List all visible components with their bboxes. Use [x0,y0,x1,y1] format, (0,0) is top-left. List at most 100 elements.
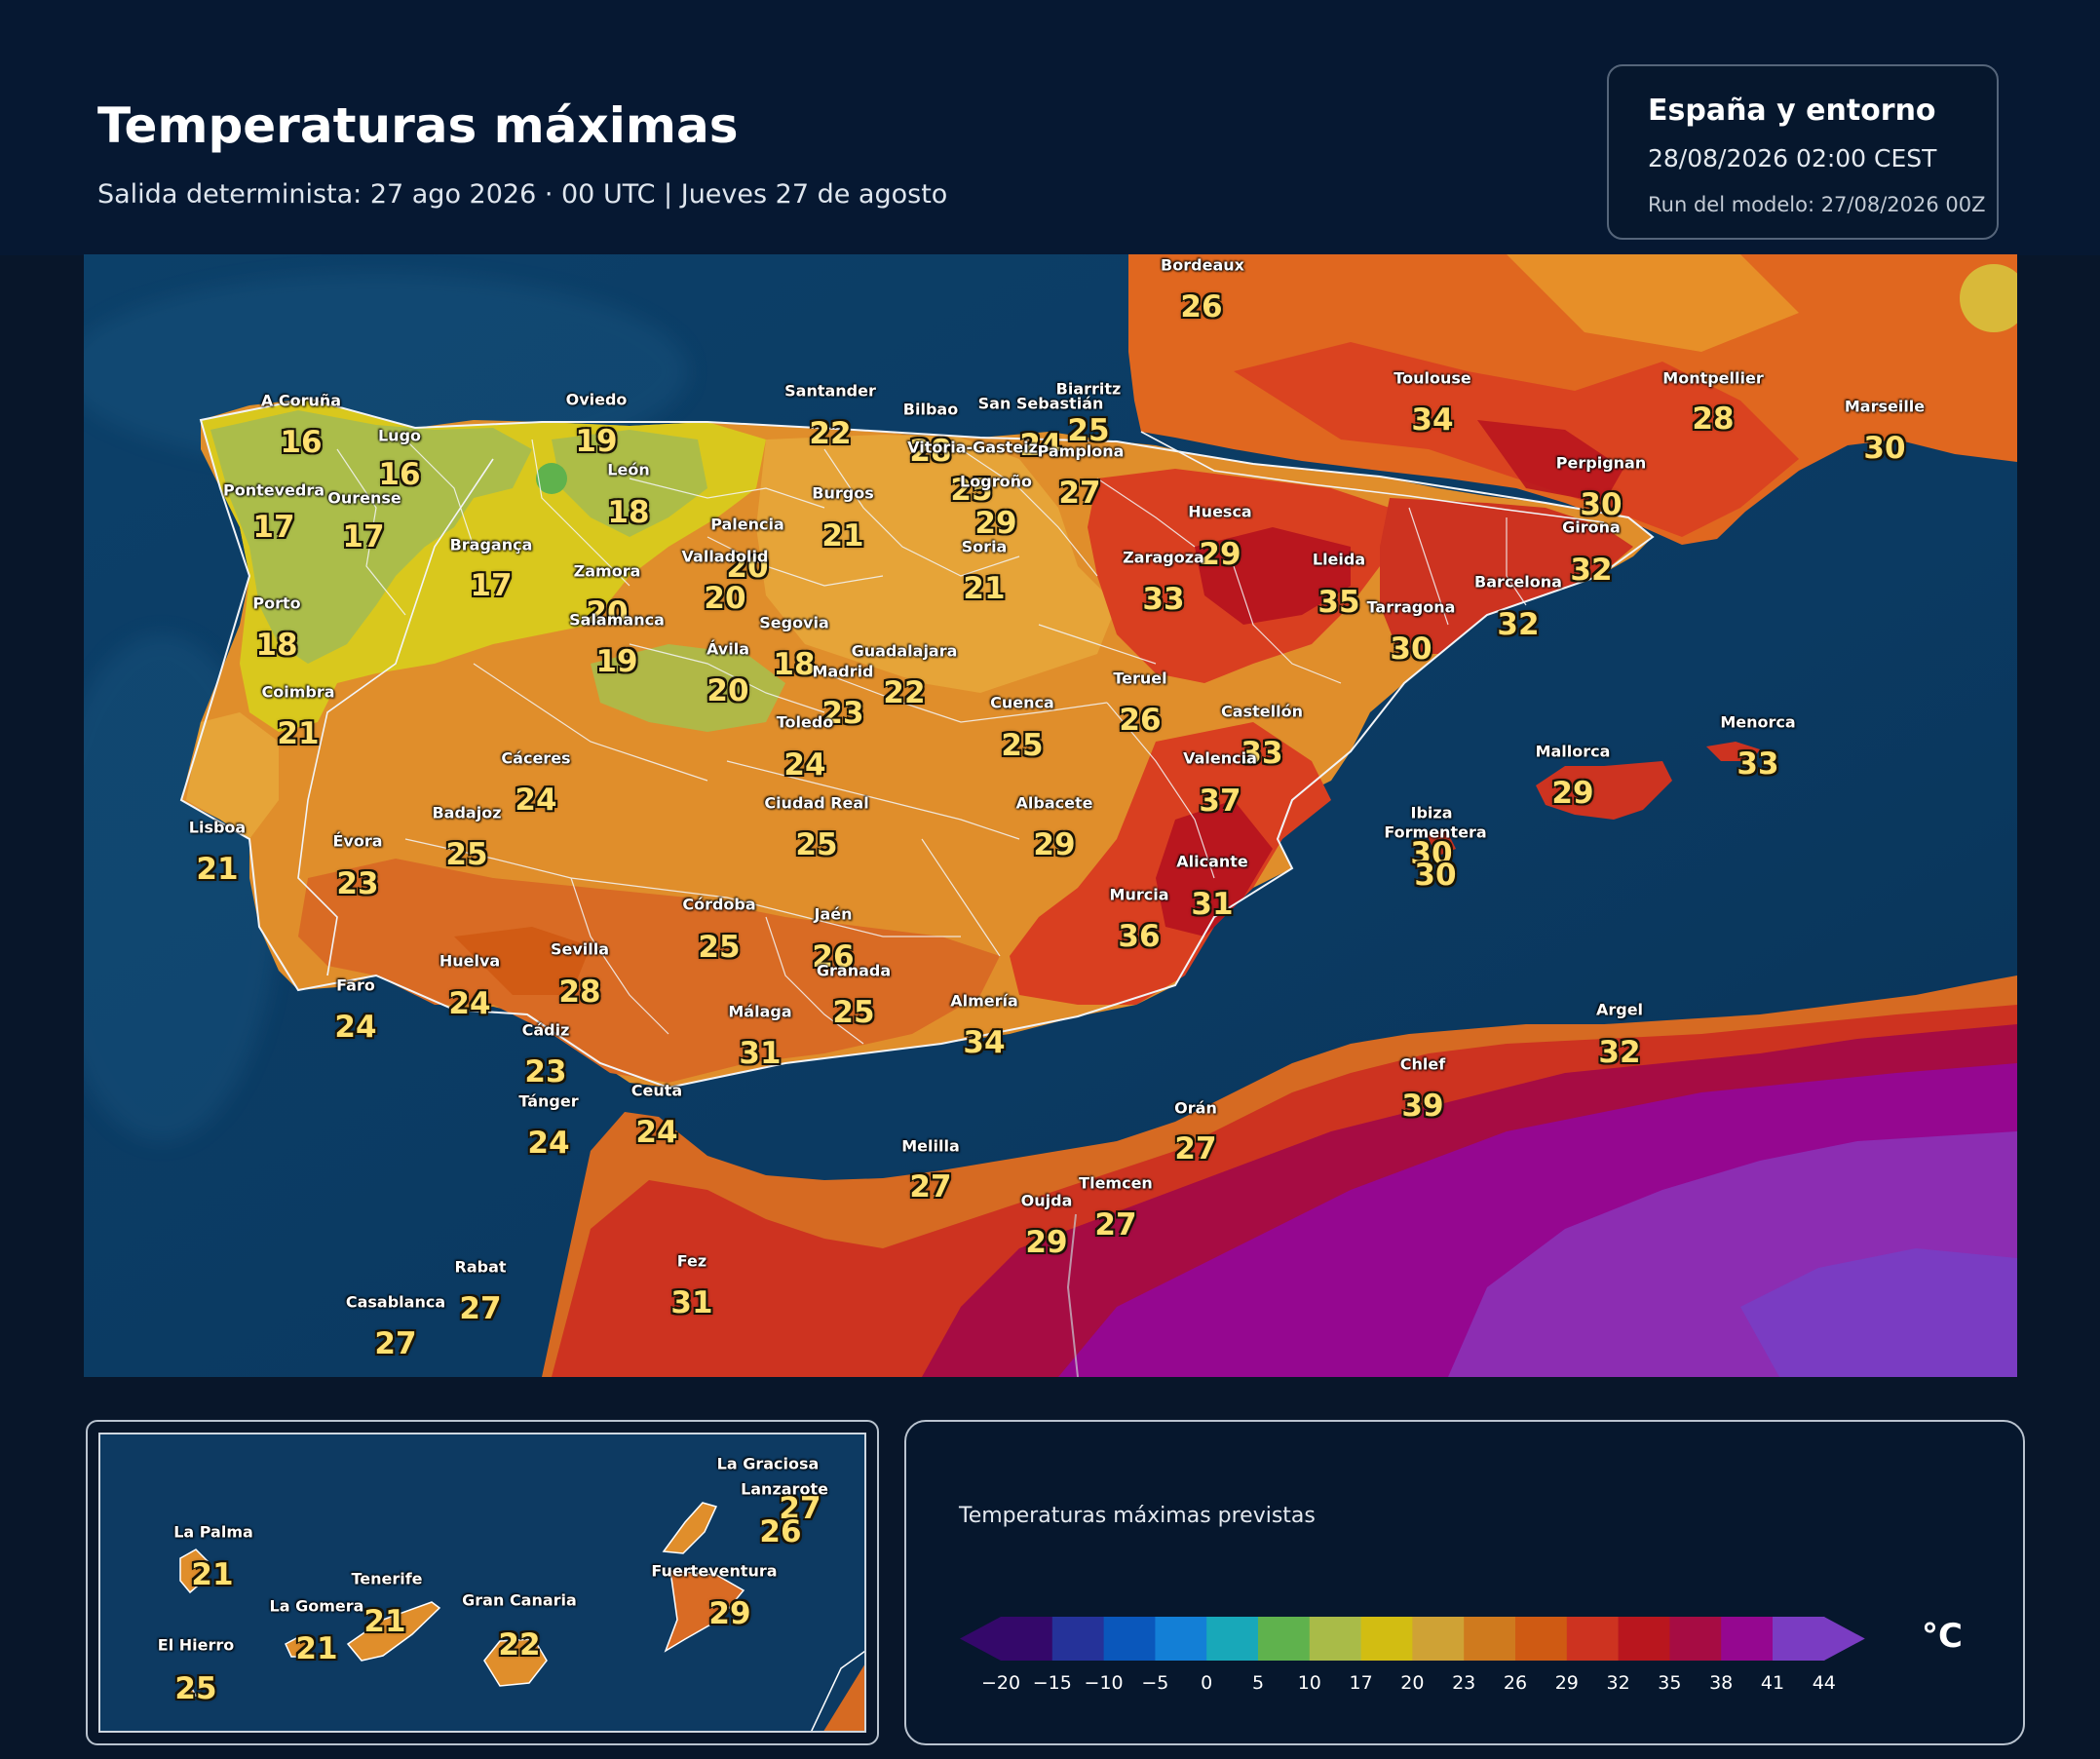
city-temp[interactable]: 33 [1737,746,1779,782]
city-temp[interactable]: 17 [342,519,385,554]
city-temp[interactable]: 32 [1570,553,1613,588]
city-temp[interactable]: 30 [1414,858,1457,893]
city-temp[interactable]: 16 [280,425,323,460]
city-temp[interactable]: 25 [795,827,838,862]
city-temp[interactable]: 16 [378,457,421,492]
city-temp[interactable]: 26 [812,939,855,975]
city-temp[interactable]: 31 [670,1285,713,1320]
city-name: Mallorca [1535,742,1611,761]
city-temp[interactable]: 30 [1390,631,1432,667]
city-temp[interactable]: 21 [821,518,864,554]
city-temp[interactable]: 26 [1119,703,1162,738]
main-map[interactable]: Bordeaux 26 A Coruña 16 Lugo 16 Oviedo 1… [84,254,2017,1377]
info-region: España y entorno [1648,94,1936,128]
city-temp[interactable]: 19 [575,424,618,459]
city-temp[interactable]: 22 [883,675,926,710]
city-name: Murcia [1109,885,1169,904]
city-temp[interactable]: 33 [1241,736,1283,771]
city-temp[interactable]: 27 [374,1326,417,1361]
city-temp[interactable]: 28 [909,434,952,469]
city-temp[interactable]: 32 [1497,607,1540,642]
city-temp[interactable]: 29 [974,506,1017,541]
city-temp[interactable]: 18 [773,647,816,682]
island-temp[interactable]: 21 [191,1557,234,1592]
city-name: Faro [336,975,375,995]
city-temp[interactable]: 26 [1180,289,1223,325]
city-temp[interactable]: 17 [252,510,295,545]
city-temp[interactable]: 24 [334,1010,377,1045]
city-temp[interactable]: 31 [739,1036,782,1071]
city-name: Ávila [706,639,750,659]
island-temp[interactable]: 27 [779,1491,821,1526]
city-temp[interactable]: 34 [1411,402,1454,438]
city-temp[interactable]: 30 [1580,487,1623,522]
city-temp[interactable]: 30 [1410,836,1453,871]
colorbar-tick-label: −20 [981,1672,1020,1694]
island-name: Tenerife [351,1569,423,1588]
city-temp[interactable]: 25 [698,930,741,965]
city-temp[interactable]: 25 [1001,728,1044,763]
city-temp[interactable]: 21 [963,571,1006,606]
city-temp[interactable]: 30 [1863,431,1906,466]
city-temp[interactable]: 25 [832,995,875,1030]
city-temp[interactable]: 39 [1401,1089,1444,1124]
city-temp[interactable]: 20 [726,550,769,585]
city-temp[interactable]: 31 [1191,887,1234,922]
city-name: Tlemcen [1079,1173,1153,1193]
canarias-inset[interactable]: La Graciosa 27 Lanzarote 26 La Palma 21 … [86,1420,879,1745]
city-temp[interactable]: 35 [1317,585,1360,620]
city-temp[interactable]: 21 [277,716,320,751]
city-temp[interactable]: 20 [706,673,749,708]
city-temp[interactable]: 24 [515,783,557,818]
city-temp[interactable]: 23 [524,1054,567,1090]
city-name: Cuenca [990,693,1054,712]
city-name: Huesca [1188,502,1252,521]
island-temp[interactable]: 21 [295,1631,338,1666]
city-temp[interactable]: 24 [527,1126,570,1161]
city-temp[interactable]: 29 [1199,537,1241,572]
city-temp[interactable]: 37 [1199,784,1241,819]
colorbar-tick-label: 44 [1813,1672,1836,1694]
island-temp[interactable]: 21 [363,1604,406,1639]
city-temp[interactable]: 18 [255,628,298,663]
city-temp[interactable]: 28 [1692,402,1735,437]
city-temp[interactable]: 25 [445,837,488,872]
city-temp[interactable]: 27 [459,1291,502,1326]
city-temp[interactable]: 25 [950,473,993,508]
city-name: Castellón [1221,702,1303,721]
city-temp[interactable]: 29 [1025,1225,1068,1260]
city-temp[interactable]: 36 [1118,919,1161,954]
city-temp[interactable]: 22 [809,416,852,451]
island-temp[interactable]: 22 [498,1627,541,1663]
city-temp[interactable]: 27 [1058,476,1101,511]
city-temp[interactable]: 24 [448,986,491,1021]
island-temp[interactable]: 25 [174,1671,217,1706]
city-temp[interactable]: 21 [196,852,239,887]
city-temp[interactable]: 29 [1551,776,1594,811]
city-temp[interactable]: 24 [635,1115,678,1150]
city-temp[interactable]: 20 [586,595,629,631]
city-temp[interactable]: 34 [963,1025,1006,1060]
city-temp[interactable]: 27 [909,1169,952,1205]
city-temp[interactable]: 25 [1067,413,1110,448]
city-temp[interactable]: 18 [607,495,650,530]
legend-panel: Temperaturas máximas previstas −20 −15 −10… [904,1420,2025,1745]
island-temp[interactable]: 29 [708,1596,751,1631]
city-name: León [607,460,650,479]
city-temp[interactable]: 32 [1598,1035,1641,1070]
city-temp[interactable]: 24 [783,747,826,783]
city-name: Guadalajara [851,641,958,661]
city-temp[interactable]: 24 [1019,428,1062,463]
city-temp[interactable]: 27 [1174,1131,1217,1166]
city-temp[interactable]: 20 [704,581,746,616]
city-name: Zaragoza [1123,548,1204,567]
city-temp[interactable]: 23 [821,696,864,731]
city-temp[interactable]: 23 [336,866,379,901]
city-temp[interactable]: 19 [595,644,638,679]
city-temp[interactable]: 33 [1142,582,1185,617]
city-temp[interactable]: 29 [1033,827,1076,862]
city-temp[interactable]: 28 [558,975,601,1010]
city-temp[interactable]: 27 [1094,1207,1137,1243]
city-temp[interactable]: 17 [470,568,513,603]
island-temp[interactable]: 26 [759,1514,802,1549]
